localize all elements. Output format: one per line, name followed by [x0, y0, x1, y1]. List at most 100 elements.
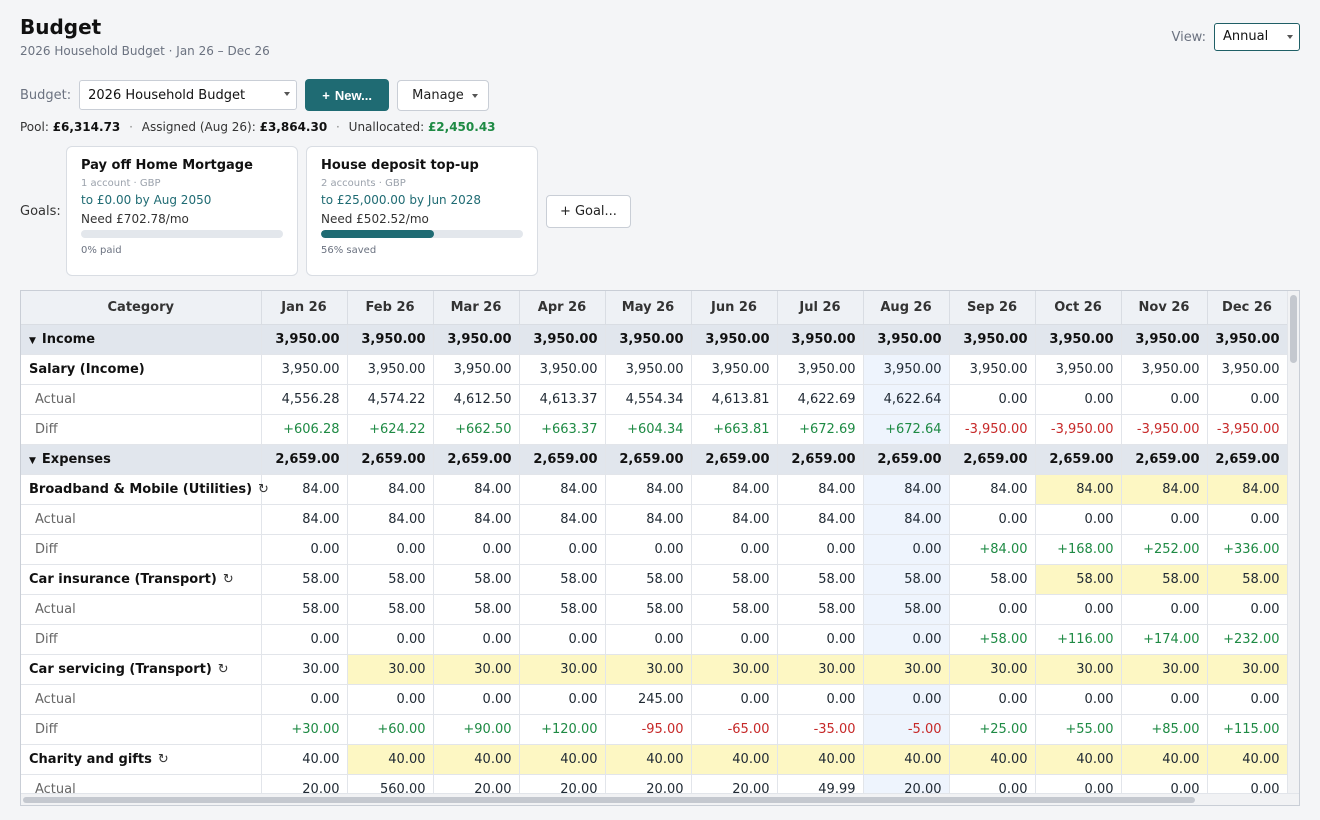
column-header-month[interactable]: May 26: [605, 291, 692, 325]
collapse-triangle-icon[interactable]: ▼: [29, 335, 36, 346]
collapse-triangle-icon[interactable]: ▼: [29, 455, 36, 466]
category-value-cell[interactable]: 40.00: [605, 744, 692, 775]
category-value-cell[interactable]: 40.00: [519, 744, 606, 775]
category-value-cell[interactable]: 84.00: [777, 474, 864, 505]
category-value-cell[interactable]: 84.00: [261, 474, 348, 505]
scrollbar-thumb[interactable]: [23, 797, 1195, 803]
category-value-cell[interactable]: 40.00: [433, 744, 520, 775]
group-value-cell: 2,659.00: [777, 444, 864, 475]
category-value-cell[interactable]: 30.00: [1035, 654, 1122, 685]
category-value-cell[interactable]: 30.00: [949, 654, 1036, 685]
manage-button[interactable]: Manage: [397, 79, 490, 111]
budget-select[interactable]: 2026 Household Budget: [79, 80, 298, 110]
category-value-cell[interactable]: 40.00: [1035, 744, 1122, 775]
category-value-cell[interactable]: 40.00: [1207, 744, 1288, 775]
category-value-cell[interactable]: 84.00: [1035, 474, 1122, 505]
category-value-cell[interactable]: 30.00: [433, 654, 520, 685]
category-value-cell[interactable]: 30.00: [691, 654, 778, 685]
category-value-cell[interactable]: 3,950.00: [605, 354, 692, 385]
table-header-row: Category Jan 26 Feb 26 Mar 26 Apr 26 May 26 J…: [21, 291, 1288, 325]
category-value-cell[interactable]: 84.00: [949, 474, 1036, 505]
category-value-cell[interactable]: 58.00: [1035, 564, 1122, 595]
category-value-cell[interactable]: 84.00: [1207, 474, 1288, 505]
category-value-cell[interactable]: 40.00: [777, 744, 864, 775]
category-value-cell[interactable]: 3,950.00: [1035, 354, 1122, 385]
column-header-month[interactable]: Sep 26: [949, 291, 1036, 325]
category-value-cell[interactable]: 40.00: [863, 744, 950, 775]
actual-value-cell: 0.00: [1035, 594, 1122, 625]
column-header-category[interactable]: Category: [21, 291, 262, 325]
actual-value-cell: 0.00: [1207, 594, 1288, 625]
column-header-month[interactable]: Apr 26: [519, 291, 606, 325]
goal-card-house-deposit[interactable]: House deposit top-up 2 accounts · GBP to…: [306, 146, 538, 276]
vertical-scrollbar[interactable]: [1287, 291, 1299, 805]
category-value-cell[interactable]: 3,950.00: [1207, 354, 1288, 385]
category-value-cell[interactable]: 58.00: [261, 564, 348, 595]
group-row: ▼ Income 3,950.00 3,950.00 3,950.00 3,950.00 3…: [21, 324, 1288, 355]
column-header-month[interactable]: Nov 26: [1121, 291, 1208, 325]
category-value-cell[interactable]: 30.00: [605, 654, 692, 685]
category-value-cell[interactable]: 3,950.00: [691, 354, 778, 385]
category-value-cell[interactable]: 3,950.00: [261, 354, 348, 385]
column-header-month[interactable]: Mar 26: [433, 291, 520, 325]
category-value-cell[interactable]: 58.00: [949, 564, 1036, 595]
horizontal-scrollbar[interactable]: [21, 793, 1299, 805]
category-value-cell[interactable]: 58.00: [1207, 564, 1288, 595]
category-value-cell[interactable]: 84.00: [1121, 474, 1208, 505]
category-value-cell[interactable]: 3,950.00: [949, 354, 1036, 385]
category-value-cell[interactable]: 30.00: [1121, 654, 1208, 685]
unallocated-value: £2,450.43: [427, 120, 496, 134]
category-value-cell[interactable]: 30.00: [347, 654, 434, 685]
chevron-down-icon: [284, 92, 291, 96]
category-value-cell[interactable]: 30.00: [261, 654, 348, 685]
category-value-cell[interactable]: 58.00: [691, 564, 778, 595]
diff-value-cell: -35.00: [777, 714, 864, 745]
category-value-cell[interactable]: 84.00: [605, 474, 692, 505]
category-value-cell[interactable]: 30.00: [1207, 654, 1288, 685]
category-value-cell[interactable]: 58.00: [433, 564, 520, 595]
category-cell[interactable]: ▼ Income: [21, 324, 262, 355]
goal-card-mortgage[interactable]: Pay off Home Mortgage 1 account · GBP to…: [66, 146, 298, 276]
category-value-cell[interactable]: 58.00: [1121, 564, 1208, 595]
category-value-cell[interactable]: 84.00: [863, 474, 950, 505]
category-value-cell[interactable]: 58.00: [777, 564, 864, 595]
category-value-cell[interactable]: 30.00: [777, 654, 864, 685]
category-value-cell[interactable]: 40.00: [347, 744, 434, 775]
category-value-cell[interactable]: 84.00: [433, 474, 520, 505]
category-value-cell[interactable]: 58.00: [605, 564, 692, 595]
category-value-cell[interactable]: 58.00: [347, 564, 434, 595]
category-value-cell[interactable]: 40.00: [949, 744, 1036, 775]
category-value-cell[interactable]: 84.00: [691, 474, 778, 505]
column-header-month[interactable]: Jul 26: [777, 291, 864, 325]
category-value-cell[interactable]: 84.00: [347, 474, 434, 505]
category-value-cell[interactable]: 30.00: [519, 654, 606, 685]
column-header-month[interactable]: Feb 26: [347, 291, 434, 325]
view-select[interactable]: Annual: [1214, 23, 1300, 51]
category-value-cell[interactable]: 3,950.00: [433, 354, 520, 385]
new-budget-button[interactable]: + New...: [305, 79, 390, 111]
column-header-month[interactable]: Oct 26: [1035, 291, 1122, 325]
column-header-month[interactable]: Dec 26: [1207, 291, 1288, 325]
category-value-cell[interactable]: 3,950.00: [347, 354, 434, 385]
goal-progress-bar: [81, 230, 283, 238]
category-value-cell[interactable]: 84.00: [519, 474, 606, 505]
category-cell[interactable]: ▼ Expenses: [21, 444, 262, 475]
category-value-cell[interactable]: 40.00: [1121, 744, 1208, 775]
category-value-cell[interactable]: 40.00: [691, 744, 778, 775]
category-label: Diff: [35, 721, 58, 737]
category-value-cell[interactable]: 30.00: [863, 654, 950, 685]
category-value-cell[interactable]: 58.00: [863, 564, 950, 595]
group-value-cell: 2,659.00: [519, 444, 606, 475]
category-value-cell[interactable]: 58.00: [519, 564, 606, 595]
category-value-cell[interactable]: 3,950.00: [777, 354, 864, 385]
column-header-month[interactable]: Aug 26: [863, 291, 950, 325]
category-value-cell[interactable]: 3,950.00: [863, 354, 950, 385]
scrollbar-thumb[interactable]: [1290, 295, 1297, 363]
category-value-cell[interactable]: 3,950.00: [519, 354, 606, 385]
column-header-month[interactable]: Jan 26: [261, 291, 348, 325]
add-goal-button[interactable]: + Goal...: [546, 195, 631, 228]
column-header-month[interactable]: Jun 26: [691, 291, 778, 325]
category-value-cell[interactable]: 3,950.00: [1121, 354, 1208, 385]
category-value-cell[interactable]: 40.00: [261, 744, 348, 775]
diff-value-cell: +84.00: [949, 534, 1036, 565]
